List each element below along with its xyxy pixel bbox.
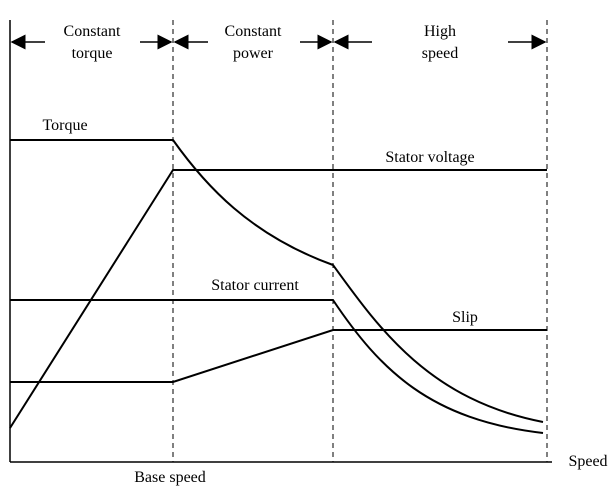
axis-label: Speed [568, 453, 607, 470]
axis-label: Base speed [134, 469, 206, 486]
curve-label: Torque [42, 117, 87, 134]
slip-curve [10, 329, 547, 383]
torque-curve [10, 139, 544, 423]
curve-label: Slip [452, 309, 478, 326]
region-label: Constant [225, 23, 282, 40]
region-label: High [424, 23, 456, 40]
curve-label: Stator current [211, 277, 299, 294]
stator-voltage-curve [9, 169, 547, 429]
region-label: torque [72, 45, 113, 62]
stator-current-curve [10, 299, 544, 434]
region-label: power [233, 45, 274, 62]
curve-label: Stator voltage [385, 149, 474, 166]
region-label: Constant [64, 23, 121, 40]
region-label: speed [422, 45, 458, 62]
